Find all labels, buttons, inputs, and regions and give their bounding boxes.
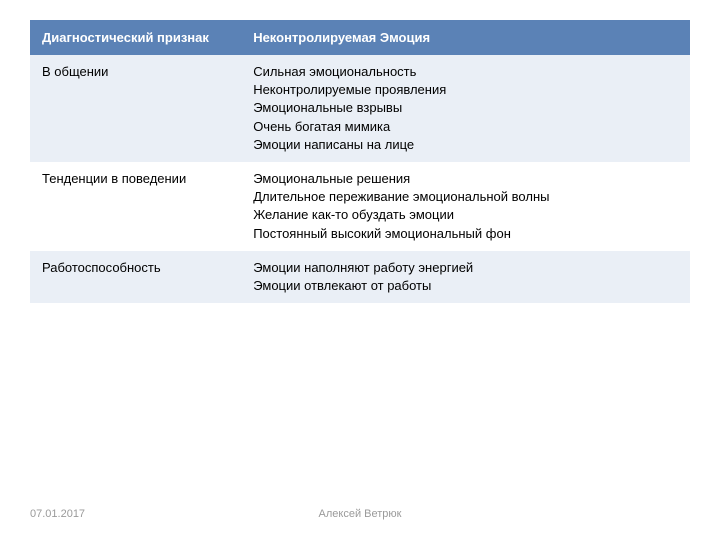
diagnostic-table: Диагностический признак Неконтролируемая… xyxy=(30,20,690,303)
table-row: В общении Сильная эмоциональность Неконт… xyxy=(30,55,690,162)
table-row: Работоспособность Эмоции наполняют работ… xyxy=(30,251,690,303)
cell-emotion: Эмоции наполняют работу энергией Эмоции … xyxy=(241,251,690,303)
cell-feature: В общении xyxy=(30,55,241,162)
table-row: Тенденции в поведении Эмоциональные реше… xyxy=(30,162,690,251)
table-header-row: Диагностический признак Неконтролируемая… xyxy=(30,20,690,55)
cell-emotion: Эмоциональные решения Длительное пережив… xyxy=(241,162,690,251)
slide-footer: 07.01.2017 Алексей Ветрюк xyxy=(30,508,690,520)
cell-emotion: Сильная эмоциональность Неконтролируемые… xyxy=(241,55,690,162)
col-header-feature: Диагностический признак xyxy=(30,20,241,55)
col-header-emotion: Неконтролируемая Эмоция xyxy=(241,20,690,55)
footer-date: 07.01.2017 xyxy=(30,508,85,520)
cell-feature: Работоспособность xyxy=(30,251,241,303)
footer-author: Алексей Ветрюк xyxy=(319,508,402,520)
cell-feature: Тенденции в поведении xyxy=(30,162,241,251)
